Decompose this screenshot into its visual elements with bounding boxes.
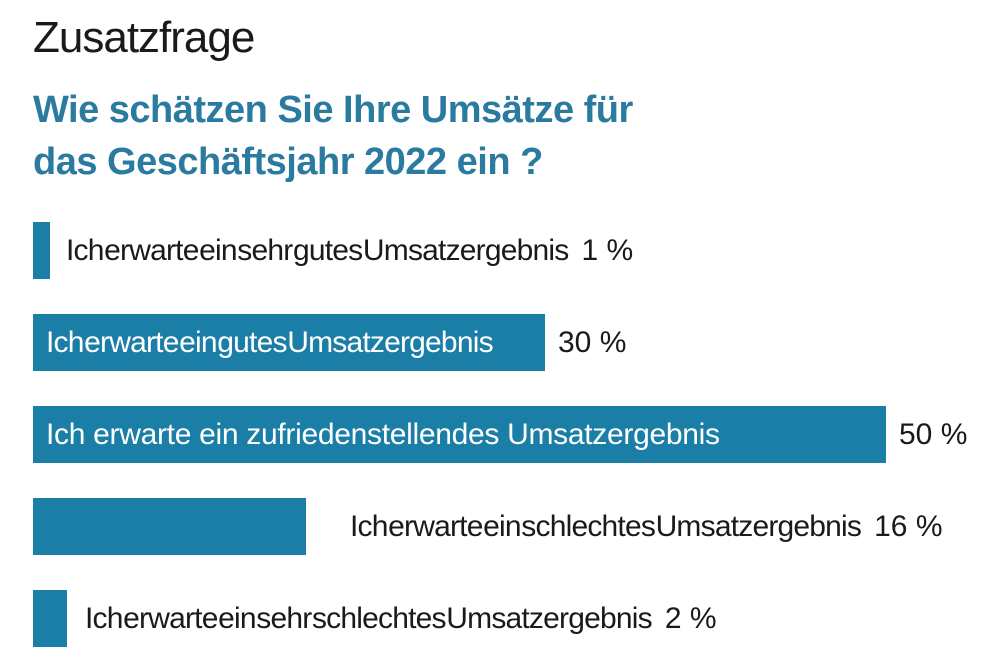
bar-label-inside: Ich erwarte ein zufriedenstellendes Umsa… (46, 417, 720, 451)
survey-question-subtitle: Wie schätzen Sie Ihre Umsätze für das Ge… (33, 84, 988, 188)
bar (33, 222, 50, 279)
bar (33, 590, 67, 647)
bar-chart: Ich erwarte ein sehr gutes Umsatzergebni… (33, 222, 988, 647)
bar-row: Ich erwarte ein sehr schlechtes Umsatzer… (33, 590, 988, 647)
bar-row: Ich erwarte ein sehr gutes Umsatzergebni… (33, 222, 988, 279)
page-title: Zusatzfrage (33, 13, 255, 62)
bar-label-inside: Ich erwarte ein gutes Umsatzergebnis (46, 325, 494, 359)
bar-value: 2 % (664, 601, 717, 635)
survey-question-line-2: das Geschäftsjahr 2022 ein ? (33, 141, 543, 183)
survey-question-line-1: Wie schätzen Sie Ihre Umsätze für (33, 89, 633, 131)
bar-label-outside: Ich erwarte ein schlechtes Umsatzergebni… (350, 509, 862, 543)
bar: Ich erwarte ein zufriedenstellendes Umsa… (33, 406, 886, 463)
bar-row: Ich erwarte ein gutes Umsatzergebnis 30 … (33, 314, 988, 371)
bar-value: 16 % (874, 509, 943, 543)
bar-value: 1 % (581, 233, 634, 267)
bar-row: Ich erwarte ein zufriedenstellendes Umsa… (33, 406, 988, 463)
bar-row: Ich erwarte ein schlechtes Umsatzergebni… (33, 498, 988, 555)
bar-label-outside: Ich erwarte ein sehr gutes Umsatzergebni… (66, 233, 569, 267)
bar: Ich erwarte ein gutes Umsatzergebnis (33, 314, 545, 371)
bar-value: 30 % (558, 325, 627, 359)
bar-value: 50 % (899, 417, 968, 451)
bar-label-outside: Ich erwarte ein sehr schlechtes Umsatzer… (85, 601, 653, 635)
bar (33, 498, 306, 555)
